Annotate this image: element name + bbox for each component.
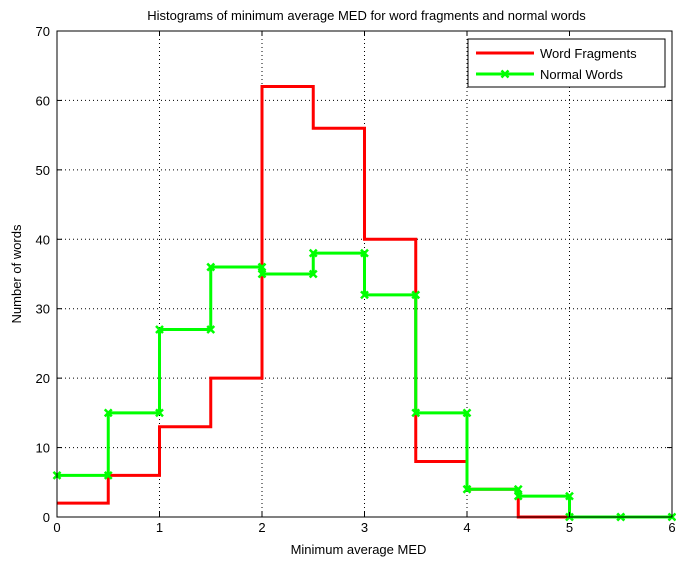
legend-label-normal-words: Normal Words: [540, 67, 623, 82]
data-point-normal-words: [513, 491, 523, 501]
grid-lines: [57, 31, 672, 517]
data-point-normal-words: [206, 262, 216, 272]
data-point-normal-words: [360, 290, 369, 300]
y-tick-label: 50: [36, 163, 50, 178]
legend-x-marker: [500, 69, 510, 79]
data-point-normal-words: [462, 484, 472, 494]
data-point-normal-words: [308, 269, 318, 279]
data-point-normal-words: [411, 290, 421, 300]
legend-marker-normal-words: [500, 69, 510, 79]
data-point-normal-words: [206, 325, 216, 334]
data-point-normal-words: [103, 408, 113, 418]
x-tick-label: 4: [463, 520, 470, 535]
y-tick-label: 20: [36, 371, 50, 386]
data-point-normal-words: [565, 491, 574, 501]
y-tick-label: 70: [36, 24, 50, 39]
x-axis-label: Minimum average MED: [291, 542, 427, 557]
y-tick-label: 10: [36, 441, 50, 456]
data-point-normal-words: [513, 484, 523, 494]
data-point-normal-words: [155, 408, 164, 418]
x-tick-label: 0: [53, 520, 60, 535]
chart-title: Histograms of minimum average MED for wo…: [147, 8, 586, 23]
data-point-normal-words: [308, 248, 318, 258]
series-line-word-fragments: [57, 85, 672, 519]
y-tick-label: 30: [36, 302, 50, 317]
data-point-normal-words: [411, 408, 421, 418]
x-tick-label: 6: [668, 520, 675, 535]
x-tick-label: 2: [258, 520, 265, 535]
data-point-normal-words: [360, 248, 369, 258]
series-normal-words: [52, 248, 676, 522]
data-point-normal-words: [103, 470, 113, 480]
legend-label-word-fragments: Word Fragments: [540, 46, 637, 61]
data-point-normal-words: [257, 262, 267, 272]
x-tick-label: 5: [566, 520, 573, 535]
y-tick-label: 0: [43, 510, 50, 525]
y-tick-label: 60: [36, 93, 50, 108]
x-tick-label: 1: [156, 520, 163, 535]
data-point-normal-words: [462, 408, 472, 418]
data-point-normal-words: [257, 269, 267, 279]
series-group: [52, 85, 676, 522]
legend: Word Fragments Normal Words: [467, 38, 666, 88]
data-point-normal-words: [155, 325, 164, 334]
x-tick-label: 3: [361, 520, 368, 535]
series-word-fragments: [57, 85, 672, 519]
legend-box: [467, 38, 666, 88]
y-tick-label: 40: [36, 232, 50, 247]
y-axis-label: Number of words: [9, 224, 24, 323]
